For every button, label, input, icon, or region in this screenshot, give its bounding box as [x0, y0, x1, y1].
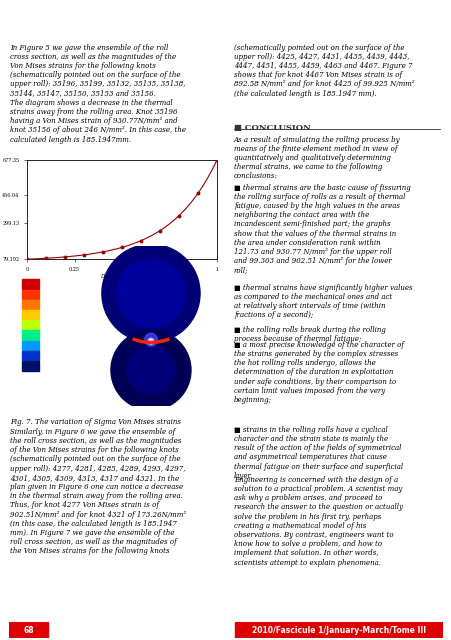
Text: -9338.888: -9338.888	[41, 313, 56, 317]
Text: -7471.388: -7471.388	[41, 323, 56, 327]
Text: -3750.288: -3750.288	[41, 343, 56, 348]
Text: ACTA TECHNICA CORVINIENSIS – BULLETIN of ENGINEERING: ACTA TECHNICA CORVINIENSIS – BULLETIN of…	[83, 8, 368, 17]
Text: -1.816488: -1.816488	[41, 364, 56, 368]
Text: (schematically pointed out on the surface of the
upper roll): 4425, 4427, 4431, : (schematically pointed out on the surfac…	[234, 44, 414, 98]
Bar	[22, 300, 39, 309]
Text: 2010/Fascicule 1/January-March/Tome III: 2010/Fascicule 1/January-March/Tome III	[251, 625, 425, 635]
Circle shape	[144, 333, 157, 346]
Text: ■ thermal strains are the basic cause of fissuring
the rolling surface of rolls : ■ thermal strains are the basic cause of…	[234, 184, 410, 275]
Bar	[22, 340, 39, 350]
Circle shape	[116, 259, 185, 328]
Circle shape	[148, 339, 153, 344]
Text: ■ a most precise knowledge of the character of
the strains generated by the comp: ■ a most precise knowledge of the charac…	[234, 340, 403, 404]
Text: -11200.88: -11200.88	[41, 303, 56, 307]
Bar	[22, 361, 39, 371]
Text: ■ CONCLUSION: ■ CONCLUSION	[234, 124, 310, 132]
Circle shape	[101, 244, 200, 342]
X-axis label: Distance [m/m0]: Distance [m/m0]	[100, 273, 144, 278]
Text: -5605.788: -5605.788	[41, 333, 57, 337]
Text: Similarly, in Figure 6 we gave the ensemble of
the roll cross section, as well a: Similarly, in Figure 6 we gave the ensem…	[10, 428, 186, 556]
Circle shape	[127, 346, 175, 394]
Text: As a result of simulating the rolling process by
means of the finite element met: As a result of simulating the rolling pr…	[234, 136, 400, 180]
Bar	[22, 310, 39, 319]
Text: Fig. 7. The variation of Sigma Von Mises strains: Fig. 7. The variation of Sigma Von Mises…	[10, 418, 180, 426]
Bar	[22, 279, 39, 289]
Text: Engineering is concerned with the design of a
solution to a practical problem. A: Engineering is concerned with the design…	[234, 476, 402, 566]
Text: 68: 68	[23, 625, 34, 635]
Text: In Figure 5 we gave the ensemble of the roll
cross section, as well as the magni: In Figure 5 we gave the ensemble of the …	[10, 44, 186, 143]
Bar	[22, 289, 39, 299]
Text: -1888.888: -1888.888	[41, 353, 56, 358]
Circle shape	[111, 330, 190, 410]
Text: Von Mises: Von Mises	[33, 274, 53, 278]
Text: ■ the rolling rolls break during the rolling
process because of thermal fatigue;: ■ the rolling rolls break during the rol…	[234, 326, 385, 343]
Bar	[22, 320, 39, 330]
Bar	[9, 622, 48, 638]
Text: ■ thermal strains have significantly higher values
as compared to the mechanical: ■ thermal strains have significantly hig…	[234, 284, 412, 319]
Circle shape	[149, 340, 152, 342]
Bar	[22, 330, 39, 340]
Bar	[22, 351, 39, 360]
Text: -15074.88: -15074.88	[41, 292, 56, 296]
Bar	[234, 622, 442, 638]
Text: -18812.88: -18812.88	[41, 282, 56, 286]
Text: ■ strains in the rolling rolls have a cyclical
character and the strain state is: ■ strains in the rolling rolls have a cy…	[234, 426, 402, 480]
